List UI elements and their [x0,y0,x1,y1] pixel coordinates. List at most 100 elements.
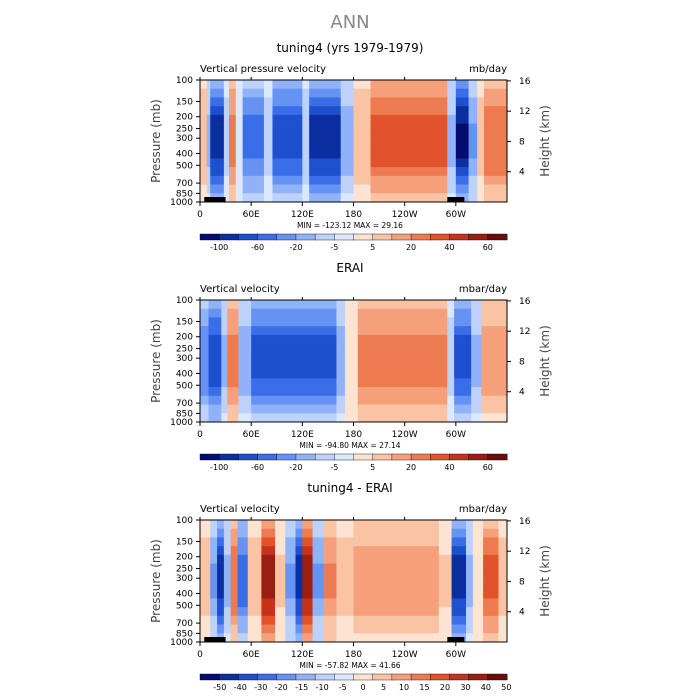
heatmap-cell [242,80,265,90]
heatmap-cell [208,317,222,327]
heatmap-cell [206,149,211,159]
heatmap-cell [466,633,474,643]
heatmap-cell [235,114,243,124]
heatmap-cell [344,395,359,405]
heatmap-cell [251,308,337,318]
heatmap-cell [451,607,467,617]
heatmap-cell [466,520,474,530]
heatmap-cell [217,520,225,530]
heatmap-cell [357,387,448,397]
heatmap-cell [221,404,228,414]
colorbar-label: -20 [289,463,302,472]
heatmap-cell [309,141,342,151]
y-right-tick-label: 4 [519,168,525,178]
heatmap-cell [228,97,237,107]
heatmap-cell [247,528,262,538]
heatmap-cell [323,633,337,643]
heatmap-cell [302,175,310,185]
heatmap-cell [261,528,276,538]
heatmap-cell [336,554,354,564]
heatmap-cell [483,158,508,168]
heatmap-cell [217,563,225,573]
heatmap-cell [454,317,472,327]
heatmap-cell [466,615,474,625]
panel-units-label: mbar/day [459,284,507,295]
heatmap-cell [340,141,354,151]
heatmap-cell [263,123,273,133]
heatmap-cell [251,326,337,336]
colorbar-label: -100 [210,463,228,472]
x-tick-label: 120E [291,650,314,660]
heatmap-cell [210,123,225,133]
heatmap-cell [438,546,452,556]
heatmap-cell [221,369,228,379]
heatmap-cell [217,554,225,564]
heatmap-cell [370,132,448,142]
heatmap-cell [353,633,440,643]
heatmap-cell [481,334,508,344]
heatmap-cell [200,343,209,353]
colorbar-swatch [314,233,335,241]
heatmap-cell [451,598,467,608]
heatmap-cell [454,308,472,318]
colorbar-swatch [314,673,335,681]
heatmap-cell [323,581,337,591]
colorbar-label: -20 [289,243,302,252]
heatmap-cell [312,537,324,547]
heatmap-cell [483,589,499,599]
heatmap-cell [483,193,508,203]
heatmap-cell [370,184,448,194]
heatmap-cell [438,633,452,643]
y-tick-label: 400 [176,369,193,379]
x-tick-label: 180 [345,210,362,220]
heatmap-cell [336,361,346,371]
heatmap-cell [208,343,222,353]
heatmap-cell [357,352,448,362]
heatmap-cell [208,387,222,397]
heatmap-cell [336,607,354,617]
heatmap-cell [483,607,499,617]
heatmap-cell [353,537,440,547]
colorbar-swatch [199,673,220,681]
x-tick-label: 0 [197,430,203,440]
heatmap-cell [237,537,249,547]
colorbar-swatch [468,673,489,681]
heatmap-cell [483,97,508,107]
heatmap-cell [285,546,296,556]
heatmap-cell [477,114,485,124]
heatmap-cell [200,537,211,547]
heatmap-cell [227,378,239,388]
heatmap-cell [353,88,371,98]
heatmap-cell [438,520,452,530]
heatmap-cell [455,141,469,151]
heatmap-cell [357,413,448,423]
heatmap-cell [302,589,313,599]
colorbar-label: 5 [370,243,375,252]
x-tick-label: 120E [291,210,314,220]
heatmap-cell [483,184,508,194]
panel-left-label: Vertical velocity [200,284,280,295]
heatmap-cell [447,88,457,98]
heatmap-cell [206,175,211,185]
heatmap-cell [447,413,455,423]
colorbar-label: -50 [213,683,226,692]
heatmap-cell [238,317,252,327]
x-tick-label: 120W [392,650,418,660]
heatmap-cell [483,554,499,564]
heatmap-cell [357,317,448,327]
heatmap-cell [206,106,211,116]
heatmap-cell [238,334,252,344]
heatmap-cell [498,563,508,573]
heatmap-cell [438,554,452,564]
heatmap-cell [370,149,448,159]
colorbar-label: 0 [361,683,366,692]
heatmap-cell [237,615,249,625]
heatmap-cell [251,395,337,405]
heatmap-cell [312,633,324,643]
y-axis-label: Pressure (mb) [149,99,163,183]
heatmap-cell [336,624,354,634]
heatmap-cell [472,615,484,625]
heatmap-cell [498,520,508,530]
heatmap-cell [481,395,508,405]
heatmap-cell [275,520,286,530]
